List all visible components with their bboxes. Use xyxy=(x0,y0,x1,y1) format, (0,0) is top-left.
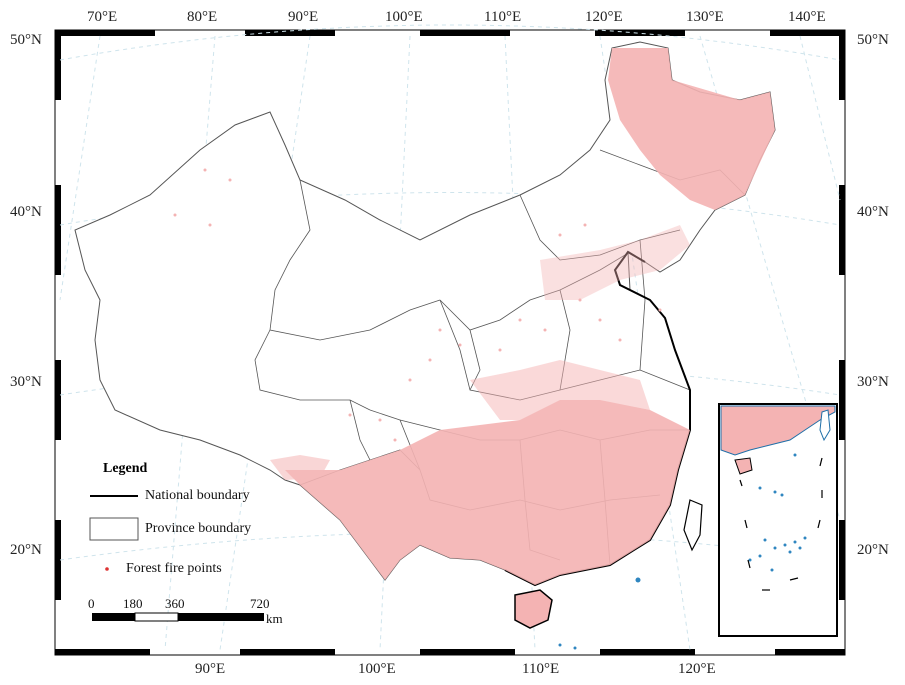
bottom-tick-90E: 90°E xyxy=(195,661,226,677)
right-tick-20N: 20°N xyxy=(857,542,889,558)
map-frame xyxy=(54,29,846,656)
taiwan-island xyxy=(683,499,703,552)
top-tick-110E: 110°E xyxy=(484,9,522,25)
legend-symbols xyxy=(89,495,139,571)
right-tick-30N: 30°N xyxy=(857,374,889,390)
scale-label-720: 720 xyxy=(250,596,270,611)
scale-unit: km xyxy=(266,611,283,626)
fire-cluster-north xyxy=(540,225,690,300)
fire-dots xyxy=(173,168,662,442)
top-tick-100E: 100°E xyxy=(385,9,423,25)
scale-bar xyxy=(92,612,264,622)
scale-label-180: 180 xyxy=(123,596,143,611)
province-boundary xyxy=(254,329,371,411)
fire-cluster-central xyxy=(470,360,650,420)
fire-cluster-northeast xyxy=(608,48,775,210)
top-tick-140E: 140°E xyxy=(788,9,826,25)
left-tick-50N: 50°N xyxy=(10,32,42,48)
fire-cluster-southwest xyxy=(270,455,330,480)
top-tick-130E: 130°E xyxy=(686,9,724,25)
legend-forest-fire-points: Forest fire points xyxy=(126,561,222,576)
top-tick-80E: 80°E xyxy=(187,9,218,25)
legend-national-boundary: National boundary xyxy=(145,488,250,503)
legend-province-boundary: Province boundary xyxy=(145,521,252,536)
bottom-tick-100E: 100°E xyxy=(358,661,396,677)
sea-islands xyxy=(558,577,641,650)
province-boundary xyxy=(469,329,481,391)
bottom-tick-110E: 110°E xyxy=(522,661,560,677)
bottom-tick-120E: 120°E xyxy=(678,661,716,677)
left-tick-40N: 40°N xyxy=(10,204,42,220)
scale-label-360: 360 xyxy=(165,596,185,611)
fire-cluster-south xyxy=(285,400,690,585)
top-tick-120E: 120°E xyxy=(585,9,623,25)
province-boundary xyxy=(439,299,691,401)
inset-map xyxy=(718,403,838,637)
province-boundary xyxy=(519,194,681,261)
forest-fire-points xyxy=(270,48,775,585)
province-boundary xyxy=(559,289,571,391)
top-tick-70E: 70°E xyxy=(87,9,118,25)
hainan-island xyxy=(514,589,553,629)
right-tick-40N: 40°N xyxy=(857,204,889,220)
right-tick-50N: 50°N xyxy=(857,32,889,48)
left-tick-30N: 30°N xyxy=(10,374,42,390)
legend-title: Legend xyxy=(103,461,148,476)
left-tick-20N: 20°N xyxy=(10,542,42,558)
top-tick-90E: 90°E xyxy=(288,9,319,25)
scale-label-0: 0 xyxy=(88,596,95,611)
province-boundary xyxy=(349,399,371,461)
